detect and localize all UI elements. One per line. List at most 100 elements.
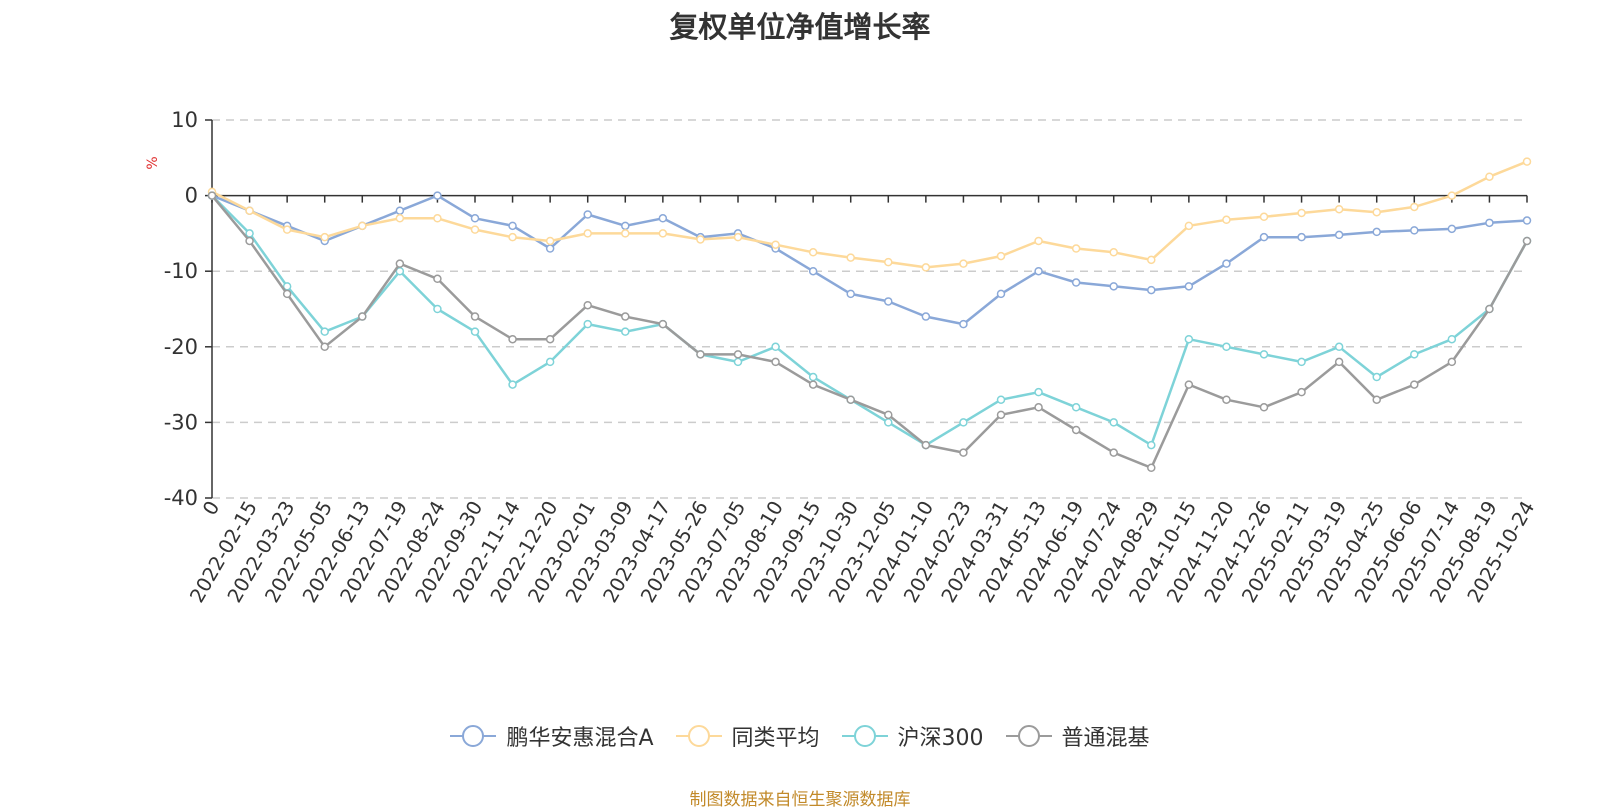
data-point — [545, 334, 555, 344]
data-point — [1259, 212, 1269, 222]
data-point — [884, 297, 893, 306]
grid-layer — [212, 119, 1527, 499]
data-point — [1447, 334, 1457, 344]
series-line — [211, 194, 1529, 470]
axis-layer: 100-10-20-30-40%02022-02-152022-03-23202… — [145, 108, 1539, 607]
data-point — [583, 319, 592, 329]
series-line — [211, 194, 1528, 326]
data-point — [1034, 387, 1043, 397]
data-point — [1109, 282, 1118, 291]
data-point — [1184, 334, 1194, 344]
data-point — [1222, 395, 1231, 404]
data-point — [320, 232, 329, 242]
data-point — [545, 357, 555, 367]
data-point — [470, 312, 480, 321]
chart-title: 复权单位净值增长率 — [669, 10, 931, 44]
legend-label: 沪深300 — [897, 726, 984, 751]
data-point — [395, 214, 405, 223]
data-point — [1410, 380, 1419, 389]
legend-item-mixed-funds[interactable]: 普通混基 — [1005, 720, 1150, 752]
data-point — [508, 232, 517, 242]
data-point — [508, 380, 517, 389]
data-point — [470, 327, 480, 336]
data-point — [433, 304, 442, 314]
data-point — [621, 221, 630, 231]
data-point — [1410, 350, 1419, 359]
data-point — [395, 206, 405, 215]
data-point — [245, 236, 254, 246]
data-point — [1184, 380, 1194, 389]
legend-marker-icon — [450, 725, 497, 747]
series-line — [211, 160, 1528, 269]
data-point — [884, 418, 893, 427]
data-point — [545, 236, 555, 246]
series-line — [211, 194, 1529, 447]
data-point — [658, 214, 668, 223]
data-point — [696, 235, 705, 244]
data-point — [583, 300, 592, 310]
data-point — [1522, 236, 1532, 246]
data-point — [395, 259, 405, 268]
y-tick-label: -40 — [164, 486, 198, 510]
data-point — [508, 221, 517, 231]
data-point — [1034, 403, 1043, 412]
data-point — [1410, 226, 1419, 235]
data-point — [1522, 157, 1532, 166]
data-point — [1109, 248, 1118, 257]
data-source-note: 制图数据来自恒生聚源数据库 — [689, 790, 911, 810]
data-point — [959, 319, 968, 329]
data-point — [1297, 232, 1306, 242]
data-point — [1222, 259, 1231, 268]
data-point — [1334, 230, 1344, 240]
data-point — [433, 274, 442, 284]
data-point — [771, 240, 780, 249]
data-point — [1147, 463, 1156, 473]
legend-item-fund[interactable]: 鹏华安惠混合A — [450, 720, 654, 752]
legend-marker-icon — [675, 725, 722, 747]
data-point — [1184, 221, 1194, 231]
data-point — [771, 342, 780, 352]
data-point — [1297, 387, 1306, 397]
data-point — [996, 410, 1006, 420]
data-point — [1522, 216, 1532, 225]
data-point — [1071, 244, 1081, 253]
data-point — [808, 380, 818, 389]
data-point — [621, 327, 630, 336]
data-point — [696, 350, 705, 359]
data-point — [1334, 204, 1344, 214]
data-point — [846, 289, 855, 299]
data-point — [282, 225, 292, 234]
data-point — [1147, 440, 1156, 450]
data-point — [583, 210, 592, 219]
legend-item-csi300[interactable]: 沪深300 — [841, 720, 984, 752]
y-tick-label: -30 — [164, 410, 198, 434]
legend-item-peer-average[interactable]: 同类平均 — [675, 720, 820, 752]
data-point — [1372, 227, 1381, 237]
y-tick-label: -20 — [164, 335, 198, 359]
data-point — [207, 191, 217, 200]
legend-marker-icon — [841, 725, 888, 747]
y-axis-unit-label: % — [145, 156, 161, 169]
data-point — [545, 244, 555, 253]
data-point — [921, 263, 931, 272]
data-point — [846, 395, 855, 404]
data-point — [1447, 224, 1457, 234]
data-point — [808, 266, 818, 276]
series-layer — [207, 157, 1532, 473]
y-tick-label: 0 — [185, 184, 198, 208]
data-point — [358, 221, 367, 231]
data-point — [1184, 282, 1194, 291]
data-point — [1259, 232, 1269, 242]
x-tick-label: 0 — [198, 497, 224, 519]
data-point — [921, 312, 931, 321]
data-point — [1447, 191, 1457, 200]
data-point — [1372, 372, 1381, 382]
data-point — [996, 251, 1006, 261]
data-point — [621, 312, 630, 321]
data-point — [1109, 448, 1118, 457]
data-point — [1147, 285, 1156, 295]
data-point — [245, 229, 254, 238]
data-point — [658, 229, 668, 238]
data-point — [959, 259, 968, 268]
data-point — [771, 357, 780, 367]
